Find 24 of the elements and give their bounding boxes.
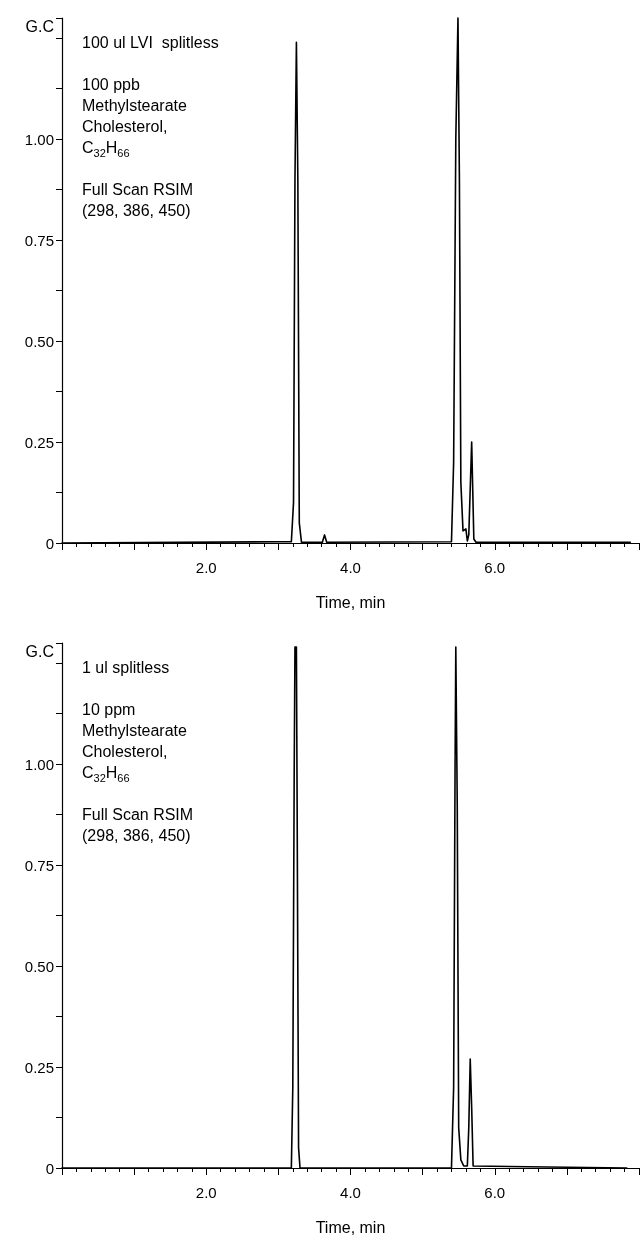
y-tick-label: 0.25 — [24, 1058, 54, 1076]
y-tick-label: 0.50 — [24, 957, 54, 975]
x-tick-label: 4.0 — [340, 1184, 361, 1201]
y-tick-label: 0.50 — [24, 332, 54, 350]
y-tick-label: 1.00 — [24, 130, 54, 148]
x-tick-label: 4.0 — [340, 559, 361, 576]
y-tick-label: 0.25 — [24, 433, 54, 451]
annotation: Full Scan RSIM (298, 386, 450) — [82, 181, 194, 219]
annotation: 100 ul LVI splitless — [82, 34, 219, 51]
x-tick-label: 2.0 — [195, 559, 217, 576]
x-tick-label: 2.0 — [195, 1184, 217, 1201]
y-tick-label: 0.75 — [24, 856, 54, 874]
y-axis-title: G.C — [25, 642, 54, 660]
x-tick-label: 6.0 — [484, 559, 506, 576]
x-axis-title: Time, min — [315, 593, 386, 611]
y-tick-label: 0.75 — [24, 231, 54, 249]
annotation: 1 ul splitless — [82, 659, 170, 676]
x-axis-title: Time, min — [315, 1218, 386, 1236]
y-tick-label: 0 — [45, 534, 54, 552]
annotation: Full Scan RSIM (298, 386, 450) — [82, 806, 194, 844]
y-axis-title: G.C — [25, 17, 54, 35]
y-tick-label: 1.00 — [24, 755, 54, 773]
y-tick-label: 0 — [45, 1159, 54, 1177]
x-tick-label: 6.0 — [484, 1184, 506, 1201]
